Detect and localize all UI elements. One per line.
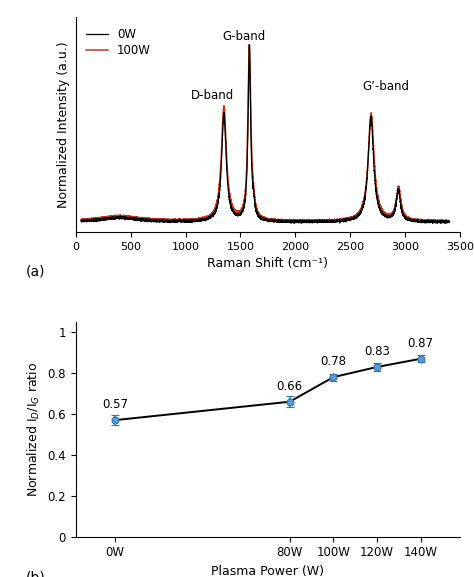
100W [438,219,444,226]
Text: 0.78: 0.78 [320,355,346,368]
100W [351,213,356,220]
Text: G’-band: G’-band [363,80,410,92]
0W [97,216,103,223]
Text: (a): (a) [26,264,46,278]
0W [430,220,436,227]
Text: 0.57: 0.57 [102,398,128,411]
100W [312,218,318,225]
100W [296,218,301,225]
0W [351,215,356,222]
0W [296,218,301,225]
Text: D-band: D-band [191,89,235,102]
X-axis label: Raman Shift (cm⁻¹): Raman Shift (cm⁻¹) [207,257,328,270]
100W [246,42,252,48]
X-axis label: Plasma Power (W): Plasma Power (W) [211,565,324,577]
100W [446,218,452,224]
Y-axis label: Normalized Intensity (a.u.): Normalized Intensity (a.u.) [57,42,70,208]
100W [371,140,376,147]
0W [211,209,217,216]
0W [446,218,452,225]
Text: G-band: G-band [222,30,265,43]
Text: 0.83: 0.83 [364,345,390,358]
Text: 0.66: 0.66 [276,380,303,392]
100W [97,215,103,222]
Line: 100W: 100W [82,45,449,223]
0W [79,218,84,224]
100W [79,216,84,223]
Text: (b): (b) [26,571,46,577]
0W [312,218,318,225]
0W [246,42,252,48]
Line: 0W: 0W [82,45,449,223]
100W [211,207,217,213]
Legend: 0W, 100W: 0W, 100W [82,23,156,62]
0W [371,151,376,158]
Y-axis label: Normalized I$_D$/I$_G$ ratio: Normalized I$_D$/I$_G$ ratio [26,362,42,497]
Text: 0.87: 0.87 [408,336,434,350]
